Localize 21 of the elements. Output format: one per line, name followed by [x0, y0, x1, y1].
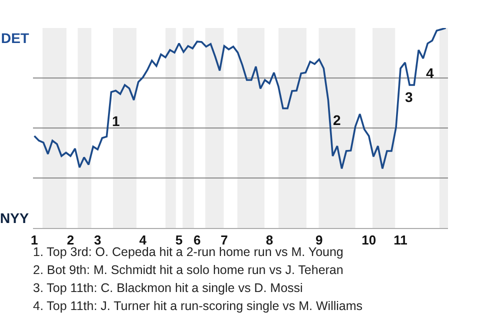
text: DET [1, 30, 30, 46]
text: NYY [0, 210, 30, 226]
x-tick-label: 6 [193, 232, 201, 248]
text: 2. Bot 9th: M. Schmidt hit a solo home run vs J. Teheran [33, 263, 344, 277]
x-tick-label: 7 [220, 232, 228, 248]
x-tick-label: 8 [266, 232, 274, 248]
text: 4. Top 11th: J. Turner hit a run-scoring single vs M. Williams [33, 299, 363, 313]
x-tick-label: 9 [316, 232, 323, 248]
text: 1. Top 3rd: O. Cepeda hit a 2-run home run vs M. Young [33, 245, 344, 259]
x-tick-label: 11 [394, 232, 408, 248]
annotation: 1 [112, 113, 120, 129]
annotation: 3 [405, 89, 413, 105]
x-tick-label: 1 [30, 232, 38, 248]
x-tick-label: 10 [362, 232, 376, 248]
x-tick-label: 2 [66, 232, 74, 248]
x-tick-label: 5 [175, 232, 183, 248]
annotation: 2 [333, 112, 341, 128]
x-tick-label: 3 [94, 232, 102, 248]
x-tick-label: 4 [139, 232, 148, 248]
text: 3. Top 11th: C. Blackmon hit a single vs D. Mossi [33, 281, 303, 295]
annotation: 4 [426, 65, 434, 81]
